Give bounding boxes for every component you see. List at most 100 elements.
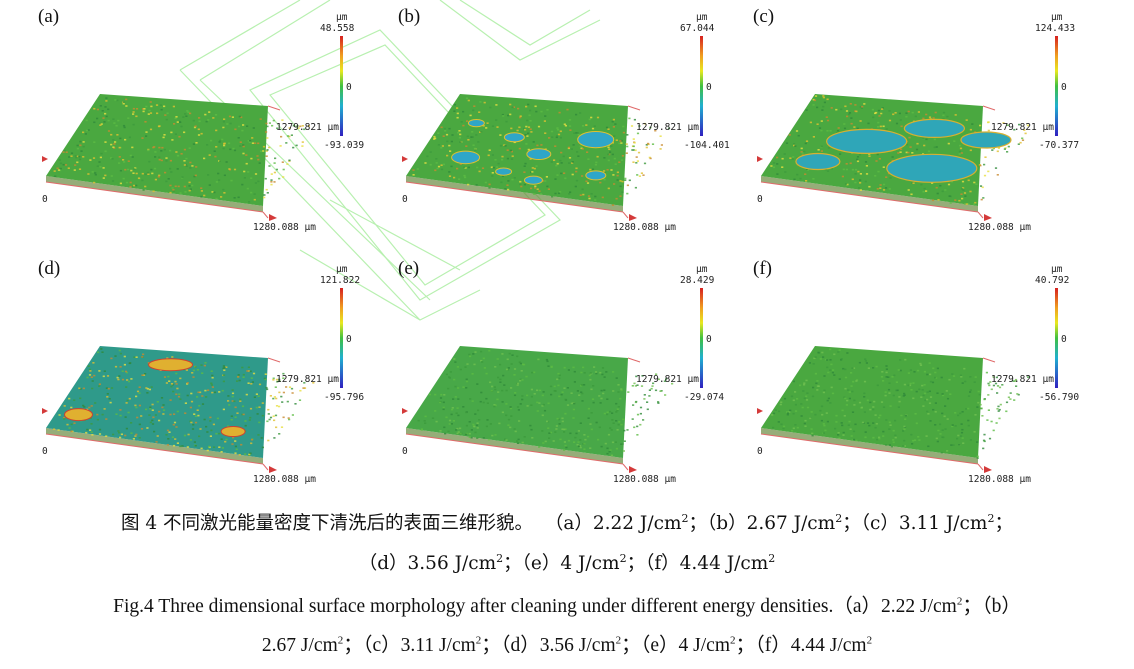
surface-texture xyxy=(53,97,310,203)
colorbar-unit: μm xyxy=(336,264,348,275)
surface-top xyxy=(406,346,628,458)
panel-e: (e) 1279.821 μm 1280.088 μm 0 μm 28.429 0 -29.0… xyxy=(398,258,758,498)
colorbar xyxy=(700,288,703,388)
colorbar xyxy=(700,36,703,136)
colorbar-min: -70.377 xyxy=(1039,140,1079,151)
x-extent-label: 1280.088 μm xyxy=(253,222,316,233)
colorbar xyxy=(340,36,343,136)
colorbar-zero: 0 xyxy=(1061,334,1067,345)
origin-label: 0 xyxy=(757,446,763,457)
y-extent-label: 1279.821 μm xyxy=(991,122,1054,133)
x-axis-arrow xyxy=(984,214,992,221)
colorbar xyxy=(1055,288,1058,388)
caption-zh-e: ；（e）4 J/cm xyxy=(503,553,620,574)
colorbar-zero: 0 xyxy=(346,82,352,93)
z-axis-arrow xyxy=(402,156,408,162)
x-axis-arrow xyxy=(629,214,637,221)
x-axis xyxy=(45,433,264,465)
surface-texture xyxy=(417,349,674,457)
surface-side xyxy=(761,176,978,212)
colorbar-min: -93.039 xyxy=(324,140,364,151)
panel-a: (a) 1279.821 μm 1280.088 μm 0 μm 48.558 0 -93.0… xyxy=(38,6,398,246)
colorbar-unit: μm xyxy=(1051,12,1063,23)
colorbar-max: 121.822 xyxy=(320,275,360,286)
panel-label: (f) xyxy=(753,258,772,279)
origin-label: 0 xyxy=(42,446,48,457)
colorbar-max: 48.558 xyxy=(320,23,355,34)
surface-top xyxy=(46,94,268,206)
colorbar-min: -56.790 xyxy=(1039,392,1079,403)
surface-side xyxy=(406,428,623,464)
surface-side xyxy=(406,176,623,212)
surface-features xyxy=(451,119,615,185)
caption-zh-line1: 图 4 不同激光能量密度下清洗后的表面三维形貌。 （a）2.22 J/cm2；（… xyxy=(121,511,1013,534)
y-extent-label: 1279.821 μm xyxy=(276,374,339,385)
colorbar-zero: 0 xyxy=(1061,82,1067,93)
x-axis xyxy=(760,433,979,465)
colorbar-max: 40.792 xyxy=(1035,275,1069,286)
x-axis xyxy=(405,433,624,465)
y-axis xyxy=(627,105,641,111)
colorbar-max: 67.044 xyxy=(680,23,715,34)
y-axis xyxy=(267,357,281,363)
x-axis-arrow xyxy=(984,466,992,473)
surface-top xyxy=(406,94,628,206)
caption-zh-c: ；（c）3.11 J/cm xyxy=(842,513,988,534)
colorbar-zero: 0 xyxy=(706,82,712,93)
z-axis-arrow xyxy=(757,408,763,414)
surface-texture xyxy=(770,95,1029,205)
x-axis xyxy=(45,181,264,213)
x-extent-label: 1280.088 μm xyxy=(253,474,316,485)
x-axis-arrow xyxy=(629,466,637,473)
x-axis-arrow xyxy=(269,466,277,473)
caption-en-title: Fig.4 Three dimensional surface morpholo… xyxy=(113,596,957,617)
y-axis xyxy=(267,105,281,111)
z-axis-arrow xyxy=(757,156,763,162)
colorbar-zero: 0 xyxy=(346,334,352,345)
panel-label: (a) xyxy=(38,6,60,27)
z-axis-arrow xyxy=(42,408,48,414)
surface-top xyxy=(761,346,983,458)
surface-side xyxy=(46,428,263,464)
x-axis xyxy=(405,181,624,213)
y-extent-label: 1279.821 μm xyxy=(636,374,699,385)
z-axis-arrow xyxy=(402,408,408,414)
colorbar-zero: 0 xyxy=(706,334,712,345)
panel-label: (b) xyxy=(398,6,421,27)
x-extent-label: 1280.088 μm xyxy=(613,474,676,485)
colorbar-unit: μm xyxy=(696,12,708,23)
colorbar-min: -95.796 xyxy=(324,392,364,403)
origin-label: 0 xyxy=(402,446,408,457)
surface-side xyxy=(761,428,978,464)
panel-label: (c) xyxy=(753,6,775,27)
panel-c: (c) 1279.821 μm 1280.088 μm 0 μm 124.433 0 -70.… xyxy=(753,6,1113,246)
colorbar-min: -29.074 xyxy=(684,392,724,403)
caption-en-line2: 2.67 J/cm2；（c）3.11 J/cm2；（d）3.56 J/cm2；（… xyxy=(261,634,873,656)
y-extent-label: 1279.821 μm xyxy=(991,374,1054,385)
x-extent-label: 1280.088 μm xyxy=(613,222,676,233)
surface-features xyxy=(795,118,1012,183)
colorbar-max: 28.429 xyxy=(680,275,715,286)
caption-zh-a: （a）2.22 J/cm xyxy=(544,513,682,534)
caption-zh-f: ；（f）4.44 J/cm xyxy=(626,553,769,574)
y-extent-label: 1279.821 μm xyxy=(276,122,339,133)
panel-f: (f) 1279.821 μm 1280.088 μm 0 μm 40.792 0 -56.7… xyxy=(753,258,1113,498)
x-extent-label: 1280.088 μm xyxy=(968,222,1031,233)
y-extent-label: 1279.821 μm xyxy=(636,122,699,133)
colorbar-unit: μm xyxy=(696,264,708,275)
colorbar-unit: μm xyxy=(1051,264,1063,275)
x-extent-label: 1280.088 μm xyxy=(968,474,1031,485)
origin-label: 0 xyxy=(402,194,408,205)
caption-zh-b: ；（b）2.67 J/cm xyxy=(688,513,836,534)
caption-zh-line2: （d）3.56 J/cm2；（e）4 J/cm2；（f）4.44 J/cm2 xyxy=(358,551,776,574)
y-axis xyxy=(982,357,996,363)
origin-label: 0 xyxy=(757,194,763,205)
colorbar-min: -104.401 xyxy=(684,140,730,151)
colorbar xyxy=(340,288,343,388)
